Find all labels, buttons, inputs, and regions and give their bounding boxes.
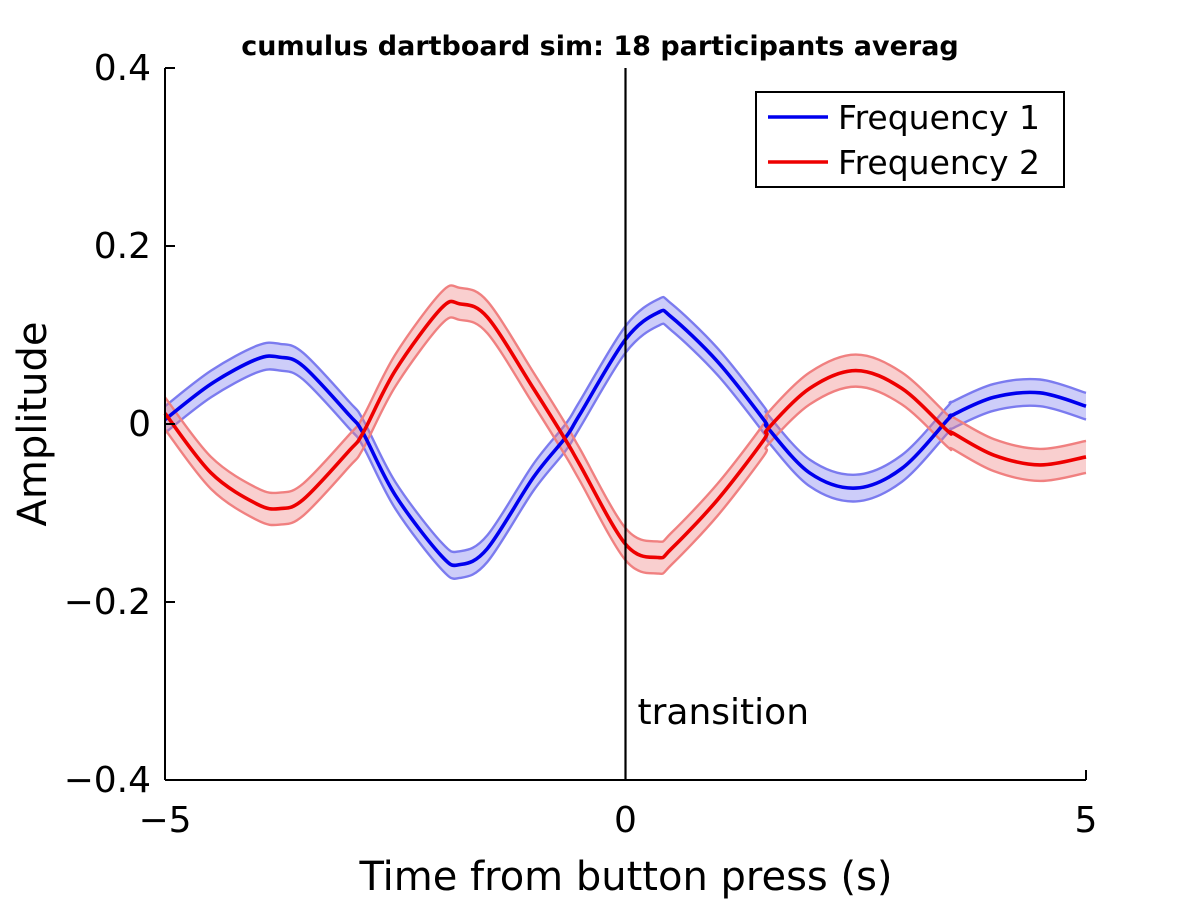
ticks: 0.4 0.2 0 −0.2 −0.4−5 0 5 (64, 48, 1098, 841)
legend-label-2: Frequency 2 (838, 143, 1040, 182)
y-tick-label: −0.4 (64, 760, 151, 801)
series-band-upper-2 (164, 284, 1087, 543)
y-tick-label: −0.2 (64, 582, 151, 623)
x-tick-label: 5 (1075, 800, 1098, 841)
series-band-lower-2 (164, 316, 1087, 575)
y-tick-label: 0 (128, 404, 151, 445)
confidence-bands (164, 284, 1087, 580)
series-band-upper-1 (164, 295, 1087, 554)
x-tick-label: −5 (138, 800, 191, 841)
legend: Frequency 1 Frequency 2 (755, 91, 1065, 188)
series-band-2 (165, 285, 1086, 574)
legend-label-1: Frequency 1 (838, 98, 1040, 137)
series-lines (163, 299, 1087, 568)
y-tick-label: 0.4 (94, 48, 151, 89)
legend-box (755, 91, 1065, 188)
y-tick-label: 0.2 (94, 226, 151, 267)
transition-label: transition (638, 692, 810, 733)
x-tick-label: 0 (614, 800, 637, 841)
y-axis-label: Amplitude (10, 322, 56, 527)
series-line-2 (163, 299, 1087, 560)
chart-title: cumulus dartboard sim: 18 participants a… (241, 31, 959, 62)
series-line-1 (163, 308, 1087, 568)
series-band-lower-1 (164, 322, 1087, 580)
x-axis-label: Time from button press (s) (358, 854, 892, 900)
